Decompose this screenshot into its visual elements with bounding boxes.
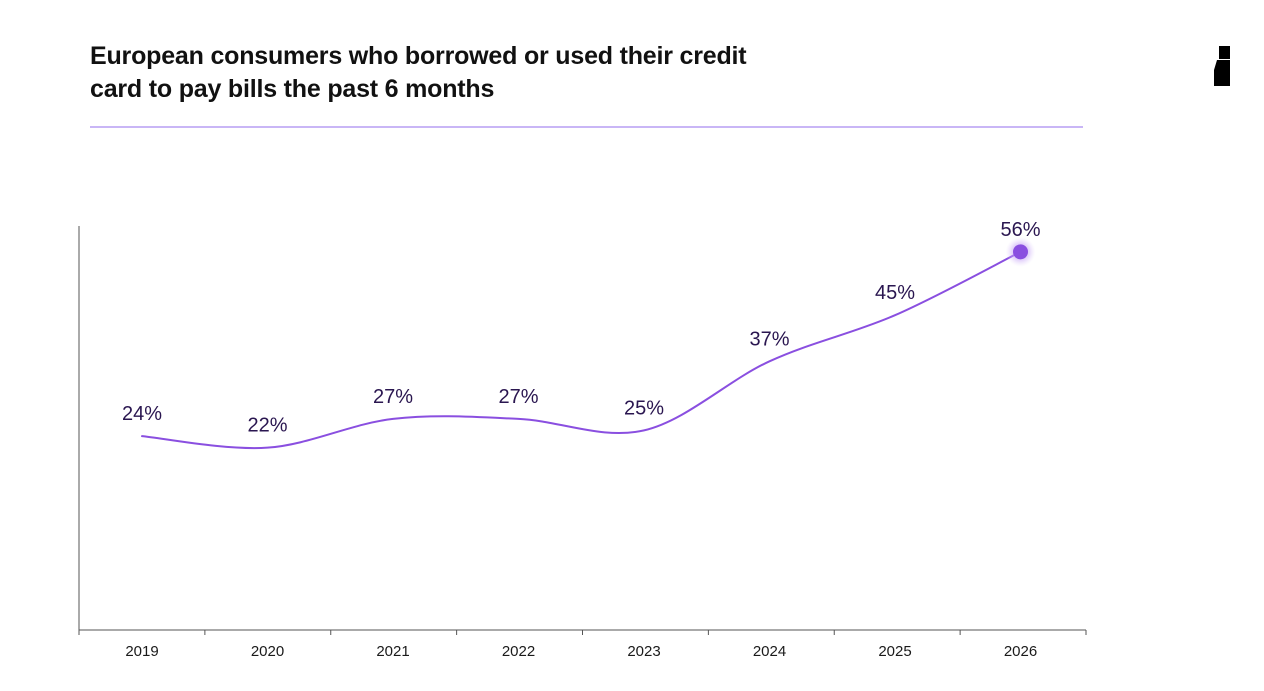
data-label: 27% (373, 386, 413, 408)
chart-series (141, 236, 1036, 450)
chart-title-line-1: European consumers who borrowed or used … (90, 42, 747, 70)
data-label: 27% (498, 386, 538, 408)
highlight-marker (1013, 244, 1028, 260)
chart-title: European consumers who borrowed or used … (90, 40, 810, 106)
chart-x-ticks: 2019 2020 2021 2022 2023 2024 2025 2026 (125, 643, 1037, 660)
x-tick-label: 2026 (1004, 643, 1037, 660)
chart-title-line-2: card to pay bills the past 6 months (90, 75, 495, 103)
x-tick-label: 2024 (753, 643, 786, 660)
data-label: 24% (122, 403, 162, 425)
x-tick-label: 2022 (502, 643, 535, 660)
data-label: 22% (247, 415, 287, 437)
data-label: 56% (1000, 219, 1040, 241)
series-line (141, 250, 1022, 450)
brand-mark-icon (1214, 46, 1230, 86)
x-tick-label: 2025 (878, 643, 911, 660)
chart-axes (78, 226, 1087, 635)
x-tick-label: 2020 (251, 643, 284, 660)
title-divider (90, 126, 1083, 128)
x-tick-label: 2019 (125, 643, 158, 660)
data-label: 37% (749, 328, 789, 350)
x-tick-label: 2021 (376, 643, 409, 660)
x-tick-label: 2023 (627, 643, 660, 660)
chart-data-labels: 24% 22% 27% 27% 25% 37% 45% 56% (122, 219, 1041, 437)
data-label: 25% (624, 397, 664, 419)
data-label: 45% (875, 282, 915, 304)
